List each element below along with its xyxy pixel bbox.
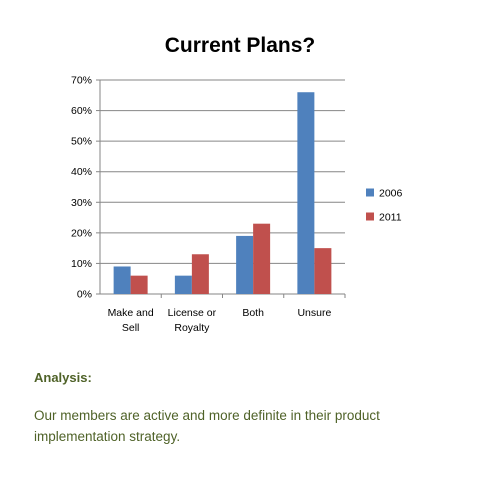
legend-swatch [366,212,374,221]
x-category-label: Sell [122,322,140,334]
analysis-text: Our members are active and more definite… [34,408,380,444]
y-tick-label: 50% [71,136,92,148]
bar-2006 [236,235,254,294]
legend-label: 2006 [379,188,403,200]
legend: 2006 2011 [366,188,403,224]
legend-label: 2011 [379,212,402,224]
bar-2011 [191,254,209,294]
chart-title: Current Plans? [164,34,316,57]
x-category-label: Both [242,307,264,319]
y-tick-label: 40% [71,166,92,178]
x-category-label: License or [168,307,217,319]
y-tick-label: 10% [71,258,92,270]
bar-2011 [253,223,271,294]
bar-2006 [174,275,192,294]
bar-2006 [113,266,131,294]
bar-2011 [130,275,148,294]
bar-2006 [297,92,315,294]
x-category-label: Make and [108,307,154,319]
x-category-label: Unsure [297,307,331,319]
x-category-label: Royalty [174,322,210,334]
y-tick-label: 60% [71,105,92,117]
tick-labels: 0% 10% 20% 30% 40% 50% 60% 70% Make and Sell Licen… [71,75,331,335]
bar-2011 [314,248,332,294]
bars [113,92,332,294]
y-tick-label: 30% [71,197,92,209]
y-tick-label: 70% [71,75,92,87]
y-tick-label: 0% [77,289,92,301]
y-tick-label: 20% [71,227,92,239]
legend-swatch [366,188,374,197]
analysis-heading: Analysis: [34,370,92,385]
